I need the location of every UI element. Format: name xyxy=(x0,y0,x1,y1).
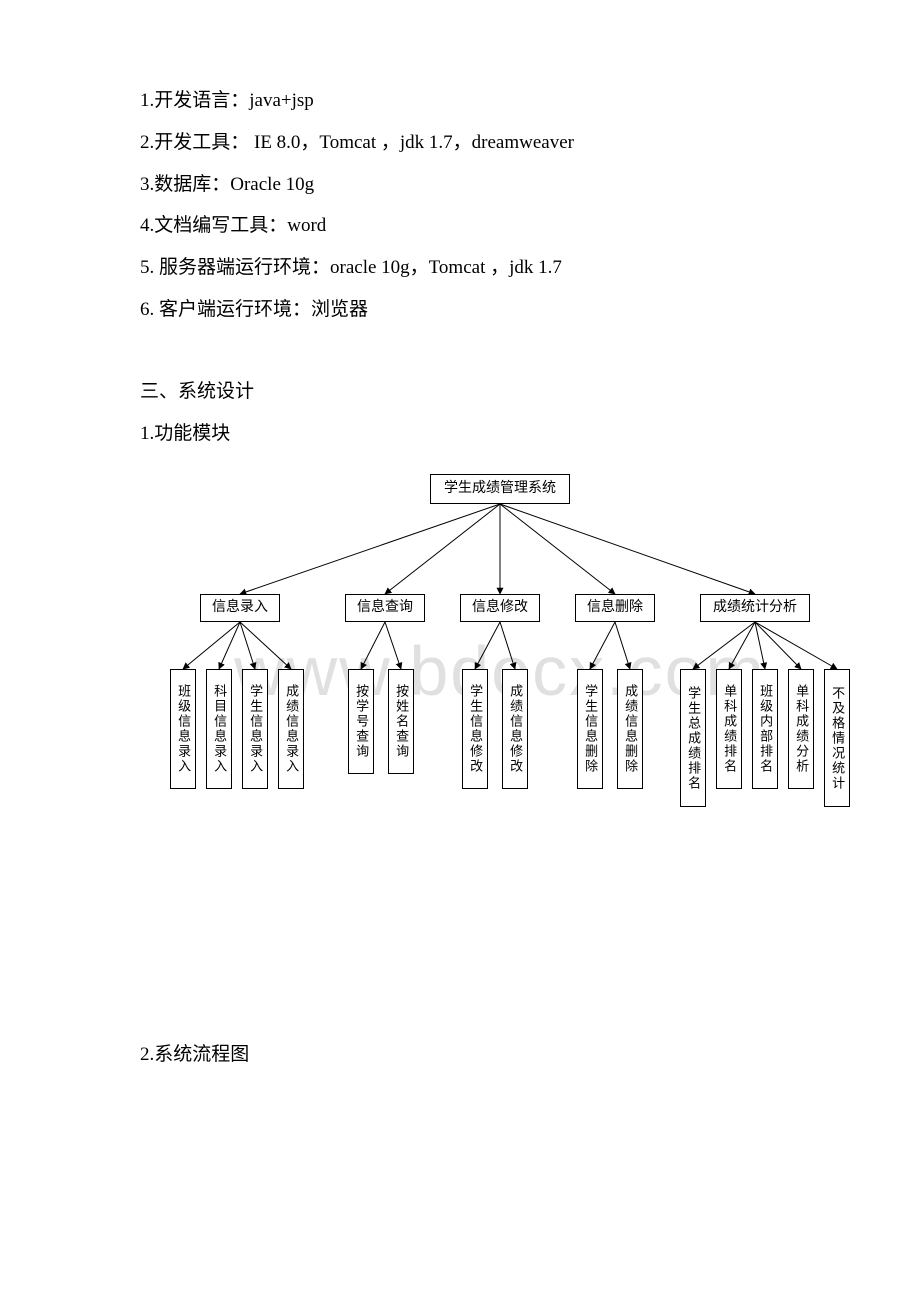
diagram-child-node: 信息修改 xyxy=(460,594,540,622)
diagram-child-node: 信息录入 xyxy=(200,594,280,622)
subsection-2-title: 2.系统流程图 xyxy=(140,1034,820,1076)
diagram-leaf-node: 不及格情况统计 xyxy=(824,669,850,807)
diagram-leaf-node: 成绩信息删除 xyxy=(617,669,643,789)
diagram-leaf-node: 班级信息录入 xyxy=(170,669,196,789)
dev-tools-line: 2.开发工具： IE 8.0，Tomcat ，jdk 1.7，dreamweav… xyxy=(140,122,820,164)
spacer xyxy=(140,331,820,371)
diagram-leaf-node: 科目信息录入 xyxy=(206,669,232,789)
page-content: 1.开发语言：java+jsp 2.开发工具： IE 8.0，Tomcat ，j… xyxy=(0,0,920,1136)
subsection-1-title: 1.功能模块 xyxy=(140,413,820,455)
diagram-leaf-node: 学生信息修改 xyxy=(462,669,488,789)
spacer xyxy=(140,894,820,1034)
diagram-leaf-node: 成绩信息修改 xyxy=(502,669,528,789)
diagram-child-node: 成绩统计分析 xyxy=(700,594,810,622)
diagram-leaf-node: 学生信息录入 xyxy=(242,669,268,789)
diagram-leaf-node: 学生总成绩排名 xyxy=(680,669,706,807)
client-env-line: 6. 客户端运行环境：浏览器 xyxy=(140,289,820,331)
diagram-leaf-node: 单科成绩排名 xyxy=(716,669,742,789)
diagram-root-node: 学生成绩管理系统 xyxy=(430,474,570,504)
diagram-leaf-node: 按学号查询 xyxy=(348,669,374,774)
dev-language-line: 1.开发语言：java+jsp xyxy=(140,80,820,122)
diagram-leaf-node: 成绩信息录入 xyxy=(278,669,304,789)
module-diagram: www.bdocx.com 学生成绩管理系统信息录入信息查询信息修改信息删除成绩… xyxy=(140,474,860,894)
diagram-child-node: 信息查询 xyxy=(345,594,425,622)
server-env-line: 5. 服务器端运行环境：oracle 10g，Tomcat ，jdk 1.7 xyxy=(140,247,820,289)
diagram-child-node: 信息删除 xyxy=(575,594,655,622)
section-3-title: 三、系统设计 xyxy=(140,371,820,413)
diagram-leaf-node: 班级内部排名 xyxy=(752,669,778,789)
diagram-leaf-node: 单科成绩分析 xyxy=(788,669,814,789)
doc-tool-line: 4.文档编写工具：word xyxy=(140,205,820,247)
database-line: 3.数据库：Oracle 10g xyxy=(140,164,820,206)
diagram-leaf-node: 学生信息删除 xyxy=(577,669,603,789)
diagram-leaf-node: 按姓名查询 xyxy=(388,669,414,774)
